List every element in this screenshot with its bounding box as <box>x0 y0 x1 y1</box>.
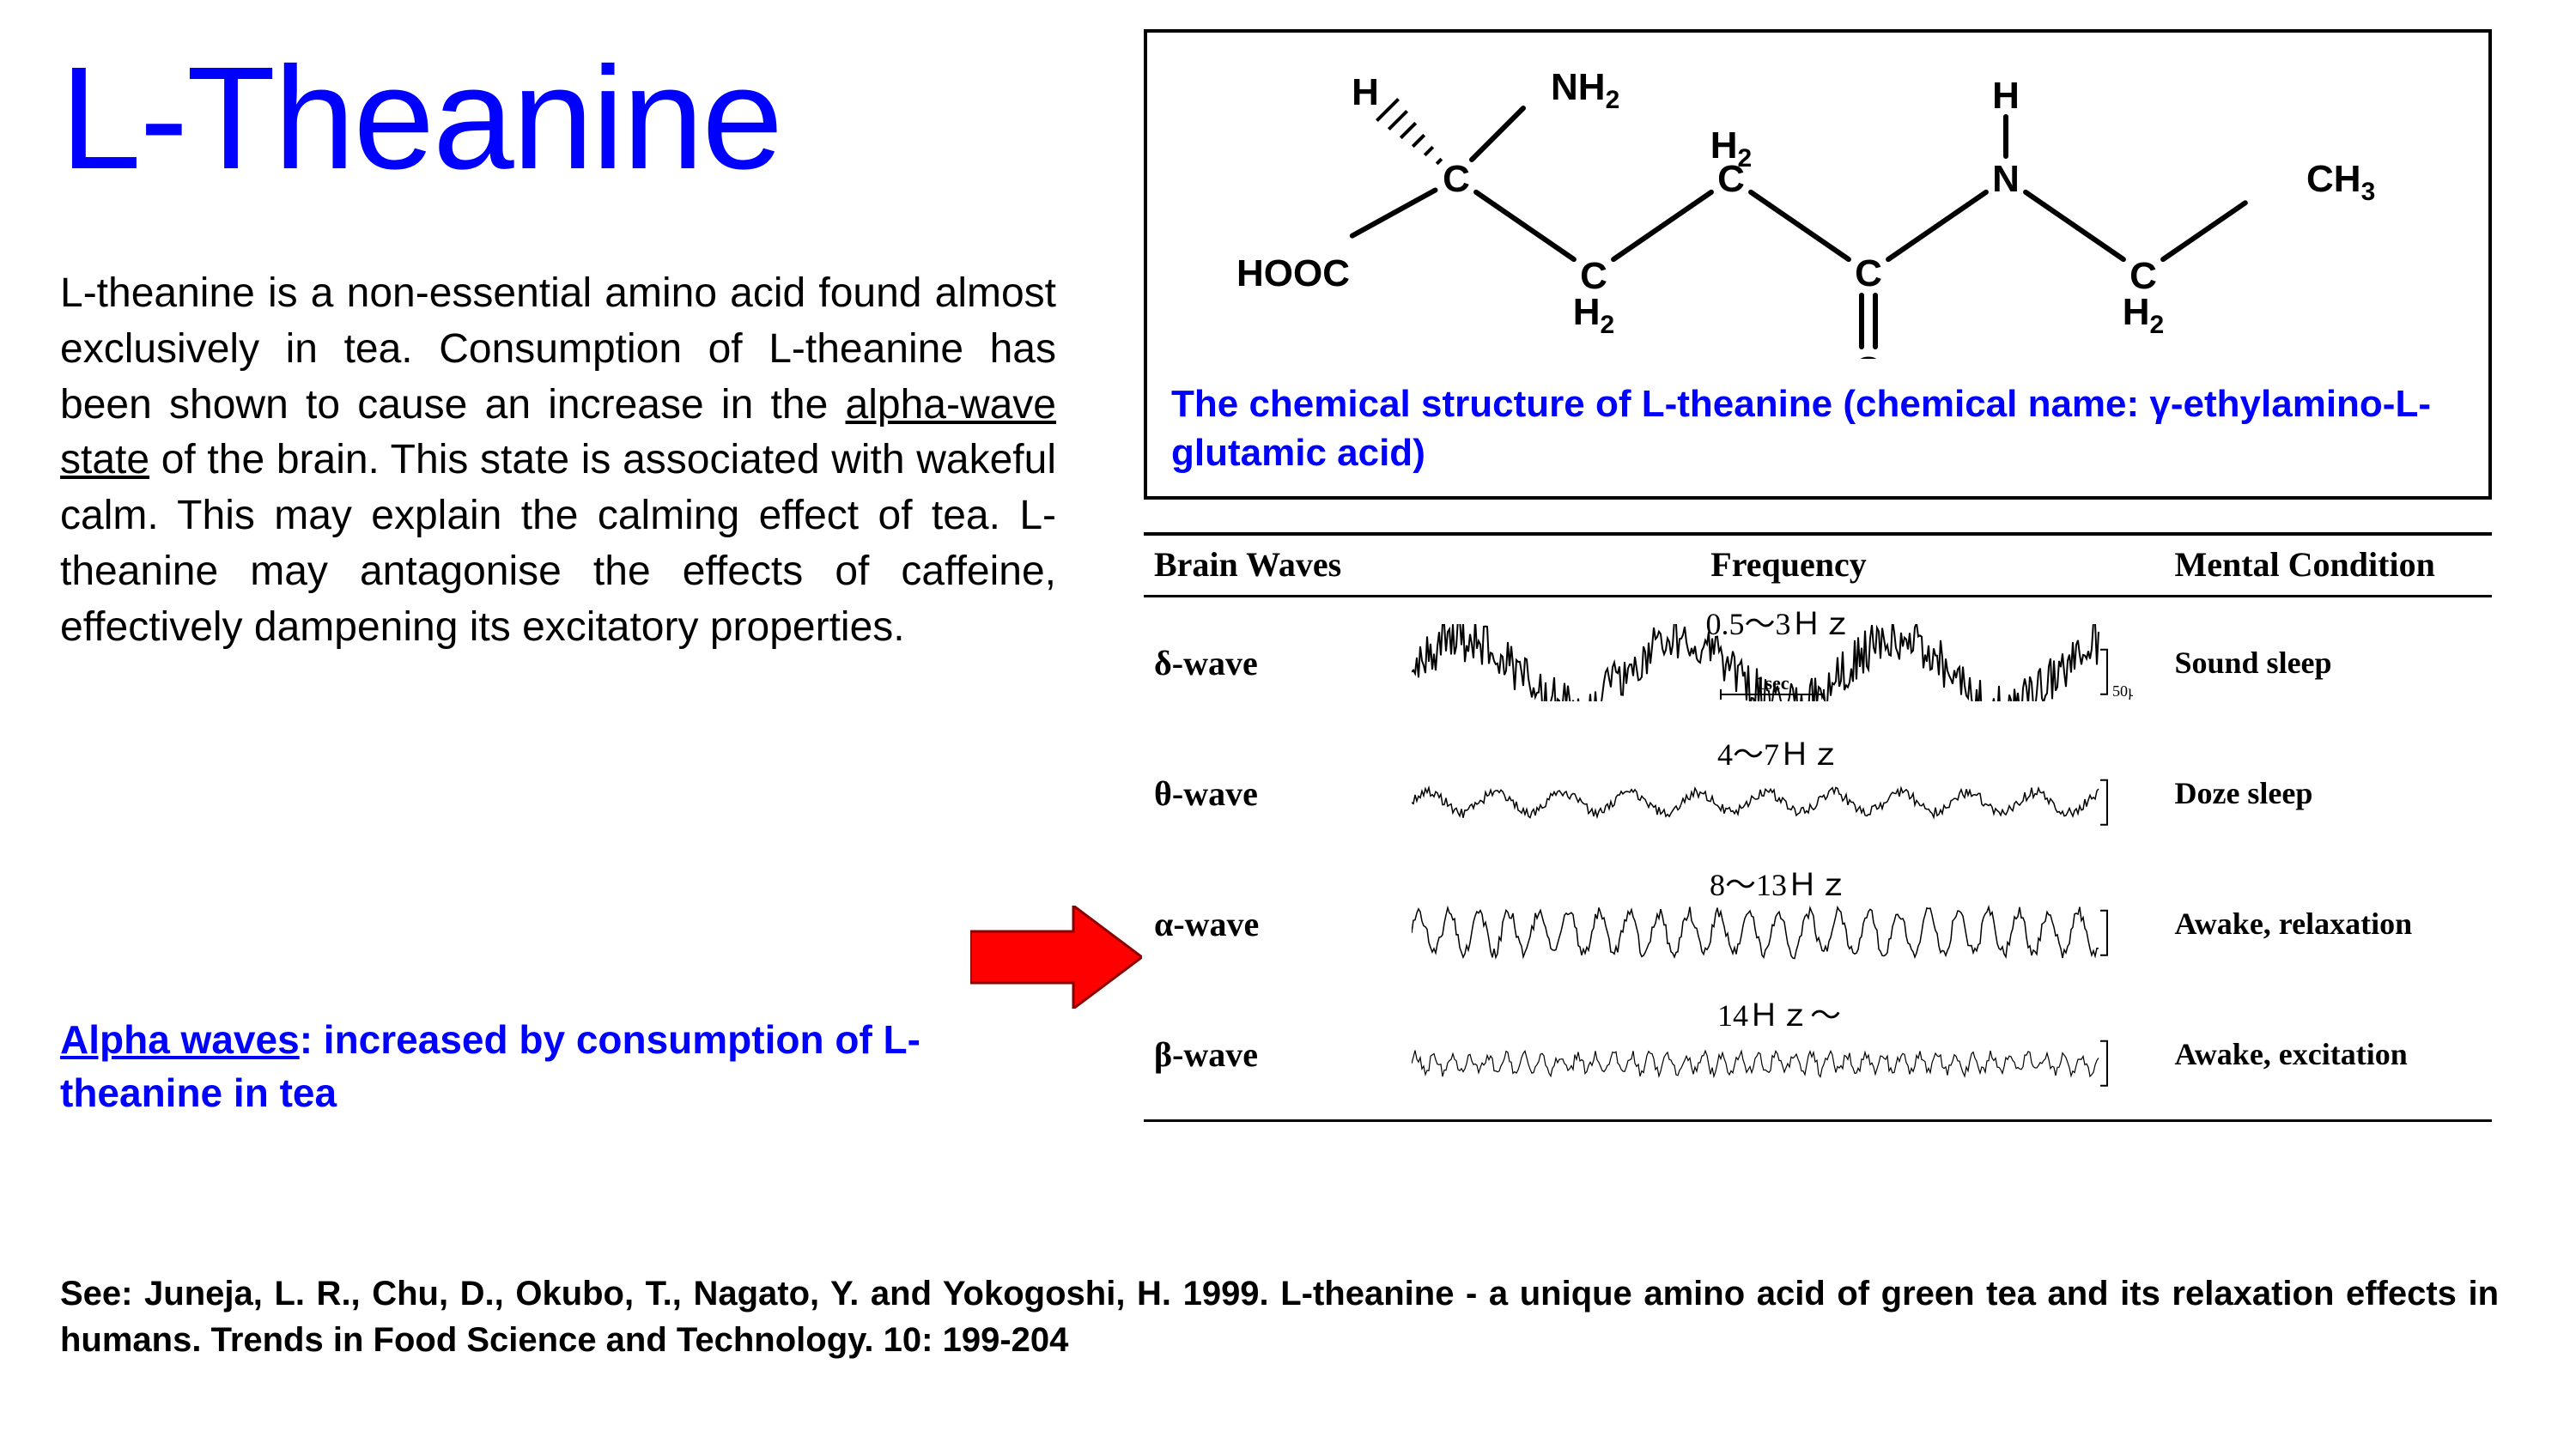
table-row: 14Ｈｚ～β-wave Awake, excitation <box>1144 989 2492 1119</box>
wave-name: δ-wave <box>1144 643 1412 683</box>
table-header-row: Brain Waves Frequency Mental Condition <box>1144 532 2492 597</box>
wave-name: α-wave <box>1144 904 1412 944</box>
svg-text:H: H <box>1352 71 1379 113</box>
svg-text:C: C <box>1855 252 1882 294</box>
svg-text:N: N <box>1992 158 2020 200</box>
svg-text:O: O <box>1854 349 1883 359</box>
frequency-label: 14Ｈｚ～ <box>1401 991 2157 1035</box>
slide: L-Theanine L-theanine is a non-essential… <box>0 0 2576 1449</box>
mental-condition: Awake, excitation <box>2166 1036 2492 1072</box>
callout-underline: Alpha waves <box>60 1017 300 1062</box>
mental-condition: Awake, relaxation <box>2166 906 2492 942</box>
arrow-icon <box>970 906 1142 1009</box>
wave-name: β-wave <box>1144 1034 1412 1075</box>
chemical-structure-box: HOOCCHNH2CH2CH2CONHCH2CH3 The chemical s… <box>1144 29 2492 500</box>
svg-text:NH2: NH2 <box>1551 66 1619 114</box>
body-text-post: of the brain. This state is associated w… <box>60 437 1056 649</box>
table-header-frequency: Frequency <box>1412 544 2166 585</box>
brain-waves-table: Brain Waves Frequency Mental Condition 0… <box>1144 532 2492 1122</box>
frequency-label: 0.5～3Ｈｚ <box>1401 599 2157 644</box>
svg-text:C: C <box>1443 158 1470 200</box>
alpha-wave-callout: Alpha waves: increased by consumption of… <box>60 1013 962 1119</box>
table-row: 8～13Ｈｚα-wave Awake, relaxation <box>1144 858 2492 989</box>
svg-text:H2: H2 <box>2123 291 2164 339</box>
table-header-brainwaves: Brain Waves <box>1144 544 1412 585</box>
chemical-structure-diagram: HOOCCHNH2CH2CH2CONHCH2CH3 <box>1233 50 2409 359</box>
mental-condition: Doze sleep <box>2166 775 2492 811</box>
svg-text:H2: H2 <box>1710 124 1752 173</box>
frequency-label: 8～13Ｈｚ <box>1401 860 2157 905</box>
table-row: 4～7Ｈｚθ-wave Doze sleep <box>1144 728 2492 858</box>
svg-text:H: H <box>1992 75 2020 117</box>
svg-text:CH3: CH3 <box>2306 158 2375 206</box>
svg-text:H2: H2 <box>1573 291 1614 339</box>
table-row: 0.5～3Ｈｚδ-wave 50µＶ 1sec Sound sleep <box>1144 597 2492 728</box>
frequency-label: 4～7Ｈｚ <box>1401 730 2157 774</box>
wave-name: θ-wave <box>1144 773 1412 814</box>
mental-condition: Sound sleep <box>2166 645 2492 681</box>
table-header-condition: Mental Condition <box>2166 544 2492 585</box>
citation-text: See: Juneja, L. R., Chu, D., Okubo, T., … <box>60 1270 2499 1363</box>
body-paragraph: L-theanine is a non-essential amino acid… <box>60 266 1056 656</box>
page-title: L-Theanine <box>60 34 781 203</box>
table-bottom-rule <box>1144 1119 2492 1122</box>
svg-text:HOOC: HOOC <box>1236 252 1350 294</box>
svg-text:1sec: 1sec <box>1755 672 1789 694</box>
chemical-structure-caption: The chemical structure of L-theanine (ch… <box>1171 379 2464 477</box>
svg-text:50µＶ: 50µＶ <box>2112 682 2133 700</box>
